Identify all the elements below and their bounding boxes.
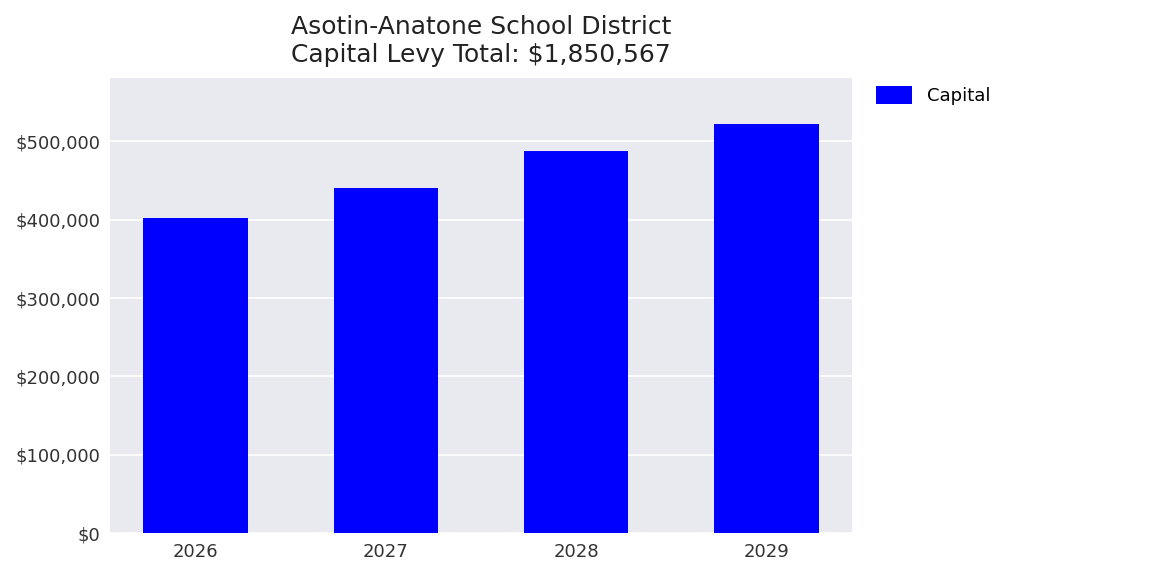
Legend: Capital: Capital xyxy=(869,78,998,112)
Bar xyxy=(524,151,628,533)
Bar xyxy=(334,188,438,533)
Bar xyxy=(714,124,819,533)
Title: Asotin-Anatone School District
Capital Levy Total: $1,850,567: Asotin-Anatone School District Capital L… xyxy=(290,15,672,67)
Bar xyxy=(144,218,248,533)
